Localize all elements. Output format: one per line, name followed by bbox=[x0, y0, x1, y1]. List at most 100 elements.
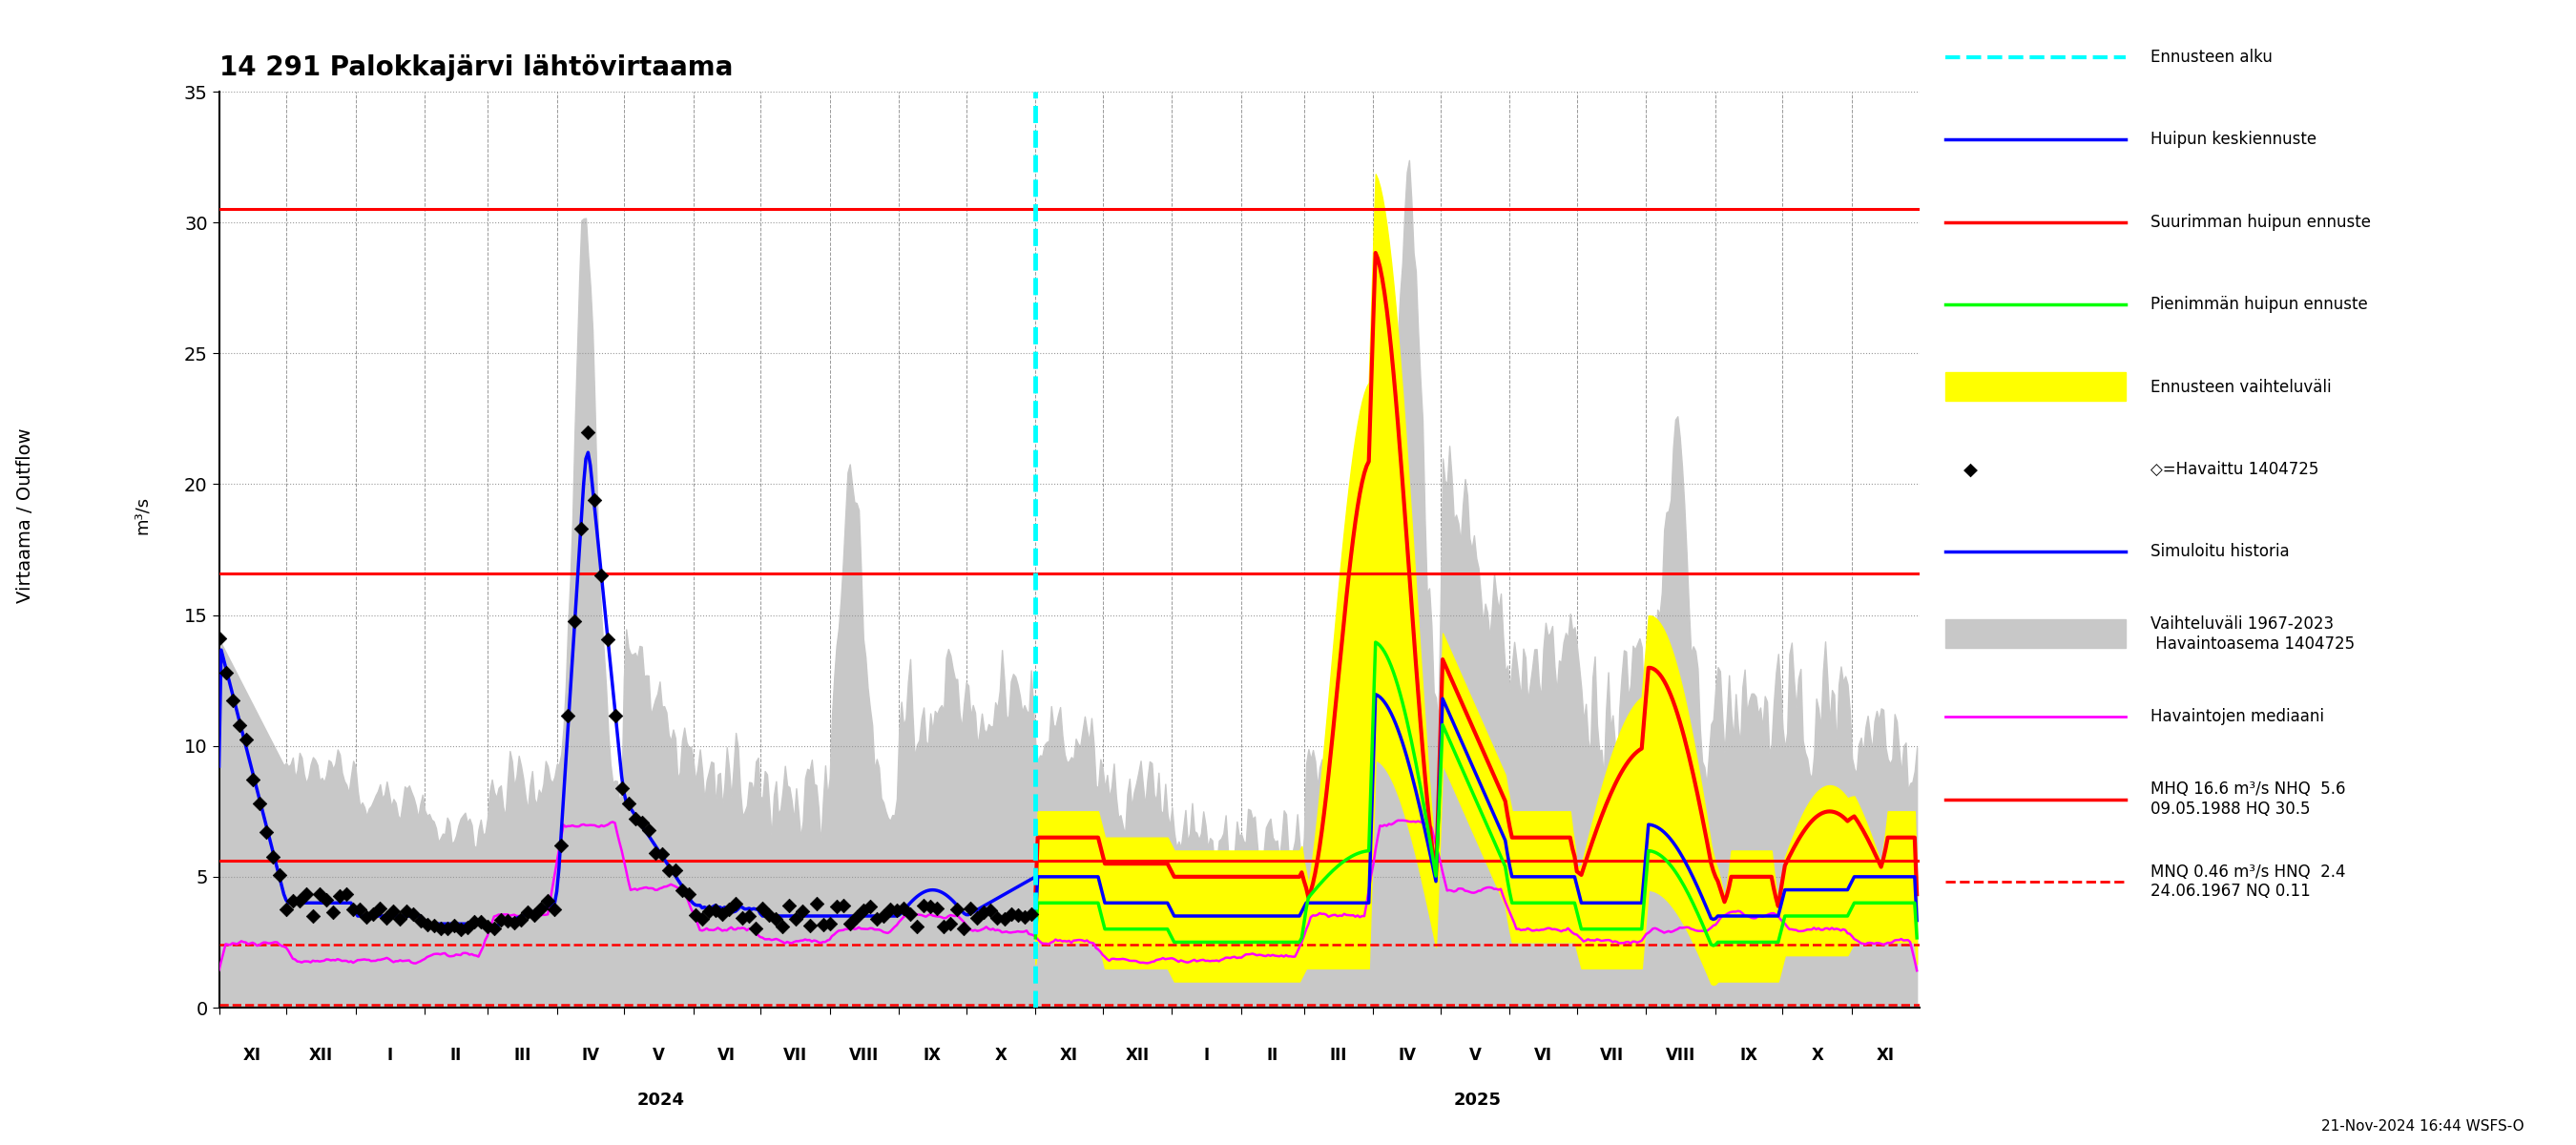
Point bbox=[889, 905, 930, 923]
Text: II: II bbox=[451, 1047, 461, 1064]
Point bbox=[461, 913, 502, 931]
Point bbox=[896, 917, 938, 935]
Point bbox=[198, 629, 240, 647]
Point bbox=[361, 899, 402, 917]
Text: X: X bbox=[1811, 1047, 1824, 1064]
Text: 14 291 Palokkajärvi lähtövirtaama: 14 291 Palokkajärvi lähtövirtaama bbox=[219, 55, 732, 81]
Text: MHQ 16.6 m³/s NHQ  5.6
09.05.1988 HQ 30.5: MHQ 16.6 m³/s NHQ 5.6 09.05.1988 HQ 30.5 bbox=[2151, 781, 2347, 818]
Point bbox=[428, 919, 469, 938]
Point bbox=[533, 900, 574, 918]
Point bbox=[750, 907, 791, 925]
Text: VII: VII bbox=[783, 1047, 806, 1064]
Point bbox=[755, 909, 796, 927]
Point bbox=[951, 899, 992, 917]
Point bbox=[641, 845, 683, 863]
Text: IV: IV bbox=[582, 1047, 600, 1064]
Point bbox=[240, 793, 281, 812]
Point bbox=[654, 861, 696, 879]
Text: XII: XII bbox=[1126, 1047, 1149, 1064]
Point bbox=[917, 899, 958, 917]
Point bbox=[587, 631, 629, 649]
Point bbox=[649, 861, 690, 879]
Text: Virtaama / Outflow: Virtaama / Outflow bbox=[15, 427, 36, 603]
Point bbox=[466, 917, 507, 935]
Text: Ennusteen alku: Ennusteen alku bbox=[2151, 48, 2272, 65]
Point bbox=[600, 779, 641, 797]
Text: X: X bbox=[994, 1047, 1007, 1064]
Point bbox=[474, 919, 515, 938]
Point bbox=[855, 910, 896, 929]
Point bbox=[528, 892, 569, 910]
Point bbox=[345, 908, 386, 926]
Point bbox=[407, 916, 448, 934]
Point bbox=[507, 902, 549, 921]
Point bbox=[909, 898, 951, 916]
Point bbox=[871, 900, 912, 918]
Point bbox=[662, 881, 703, 899]
Point bbox=[291, 907, 332, 925]
Text: IX: IX bbox=[1739, 1047, 1759, 1064]
Point bbox=[922, 917, 963, 935]
Point bbox=[567, 424, 608, 442]
Point bbox=[286, 885, 327, 903]
Point bbox=[386, 902, 428, 921]
Point bbox=[734, 919, 775, 938]
Point bbox=[904, 897, 945, 915]
Point bbox=[394, 906, 435, 924]
Point bbox=[835, 908, 876, 926]
Point bbox=[863, 907, 904, 925]
Point bbox=[479, 910, 520, 929]
Point bbox=[278, 892, 319, 910]
Point bbox=[366, 909, 407, 927]
Text: VI: VI bbox=[1535, 1047, 1553, 1064]
Point bbox=[206, 664, 247, 682]
Text: IX: IX bbox=[925, 1047, 943, 1064]
Text: Vaihteluväli 1967-2023
 Havaintoasema 1404725: Vaihteluväli 1967-2023 Havaintoasema 140… bbox=[2151, 616, 2354, 653]
Point bbox=[500, 911, 541, 930]
Point bbox=[629, 821, 670, 839]
Text: I: I bbox=[1203, 1047, 1211, 1064]
Point bbox=[232, 771, 273, 789]
Point bbox=[420, 919, 461, 938]
Point bbox=[930, 915, 971, 933]
Point bbox=[211, 692, 252, 710]
Text: 2024: 2024 bbox=[636, 1091, 685, 1108]
Text: 2025: 2025 bbox=[1453, 1091, 1502, 1108]
Point bbox=[884, 900, 925, 918]
Point bbox=[1010, 906, 1051, 924]
Point bbox=[245, 822, 286, 840]
Point bbox=[822, 897, 863, 915]
Text: m³/s: m³/s bbox=[134, 496, 149, 535]
Point bbox=[252, 847, 294, 866]
Point bbox=[963, 903, 1005, 922]
Point bbox=[850, 897, 891, 915]
Point bbox=[374, 902, 415, 921]
Text: V: V bbox=[1468, 1047, 1481, 1064]
Point bbox=[487, 911, 528, 930]
Point bbox=[956, 909, 997, 927]
Point bbox=[595, 706, 636, 725]
Point bbox=[616, 810, 657, 828]
Text: Pienimmän huipun ennuste: Pienimmän huipun ennuste bbox=[2151, 295, 2367, 313]
Point bbox=[574, 490, 616, 508]
Point bbox=[453, 913, 495, 931]
Point bbox=[701, 905, 742, 923]
Point bbox=[379, 909, 420, 927]
Text: Suurimman huipun ennuste: Suurimman huipun ennuste bbox=[2151, 213, 2372, 231]
Point bbox=[299, 884, 340, 902]
Point bbox=[729, 907, 770, 925]
Text: II: II bbox=[1267, 1047, 1278, 1064]
Point bbox=[796, 894, 837, 913]
Text: V: V bbox=[652, 1047, 665, 1064]
Text: MNQ 0.46 m³/s HNQ  2.4
24.06.1967 NQ 0.11: MNQ 0.46 m³/s HNQ 2.4 24.06.1967 NQ 0.11 bbox=[2151, 863, 2347, 900]
Text: XI: XI bbox=[245, 1047, 263, 1064]
Point bbox=[817, 898, 858, 916]
Point bbox=[971, 901, 1012, 919]
Point bbox=[938, 900, 979, 918]
Point bbox=[541, 837, 582, 855]
Point bbox=[809, 915, 850, 933]
Text: III: III bbox=[513, 1047, 531, 1064]
Point bbox=[399, 911, 440, 930]
Text: I: I bbox=[386, 1047, 394, 1064]
Text: Havaintojen mediaani: Havaintojen mediaani bbox=[2151, 708, 2324, 726]
